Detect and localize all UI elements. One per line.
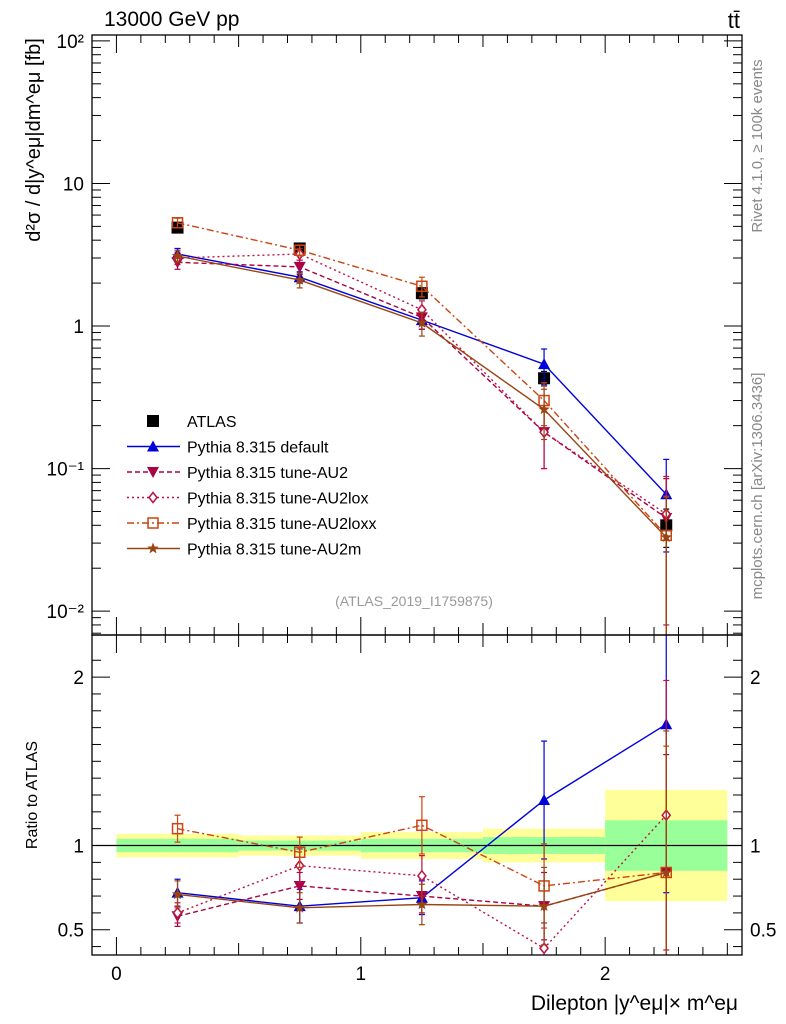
ratio-point-au2 bbox=[293, 880, 306, 892]
legend-entry-data: ATLAS bbox=[147, 414, 237, 431]
point-default bbox=[538, 358, 551, 370]
series-au2lox bbox=[172, 247, 672, 626]
point-au2m bbox=[294, 274, 306, 285]
ratio-point-au2loxx bbox=[171, 822, 184, 835]
legend-label-au2lox: Pythia 8.315 tune-AU2lox bbox=[187, 491, 368, 508]
legend-entry-au2m: Pythia 8.315 tune-AU2m bbox=[127, 542, 361, 559]
ratio-series-au2m bbox=[171, 730, 672, 955]
main-series-group bbox=[171, 217, 673, 635]
main-y-tick-label: 1 bbox=[73, 317, 84, 338]
point-au2m bbox=[660, 531, 672, 543]
ratio-y-axis-label: Ratio to ATLAS bbox=[24, 741, 41, 849]
legend-marker-au2loxx bbox=[147, 517, 159, 529]
main-y-tick-label: 10 bbox=[63, 174, 84, 195]
ratio-point-au2m bbox=[171, 888, 184, 900]
legend-entry-default: Pythia 8.315 default bbox=[127, 440, 329, 457]
ratio-series-group bbox=[92, 635, 742, 955]
ratio-y-tick-label-right: 2 bbox=[750, 668, 761, 689]
legend-marker-au2m bbox=[147, 542, 159, 554]
analysis-tag: (ATLAS_2019_I1759875) bbox=[335, 593, 493, 609]
ratio-line-au2loxx bbox=[177, 824, 667, 887]
series-au2m bbox=[171, 249, 672, 635]
legend-label-default: Pythia 8.315 default bbox=[187, 440, 329, 457]
main-y-tick-label: 10⁻¹ bbox=[47, 460, 85, 481]
ratio-point-au2loxx bbox=[293, 846, 306, 859]
legend-entry-au2lox: Pythia 8.315 tune-AU2lox bbox=[127, 491, 368, 508]
ratio-point-au2lox bbox=[416, 869, 427, 883]
main-y-axis-label: d²σ / d|y^eμ|dm^eμ [fb] bbox=[23, 38, 45, 242]
series-line-au2 bbox=[177, 261, 667, 519]
x-tick-label: 1 bbox=[356, 964, 367, 985]
legend-label-au2loxx: Pythia 8.315 tune-AU2loxx bbox=[187, 516, 376, 533]
point-au2 bbox=[293, 261, 306, 273]
point-au2m bbox=[416, 317, 428, 328]
legend-marker-au2lox bbox=[148, 491, 158, 504]
legend-label-au2m: Pythia 8.315 tune-AU2m bbox=[187, 542, 361, 559]
point-au2m bbox=[538, 403, 550, 415]
legend-marker-data bbox=[147, 415, 159, 427]
x-axis-label: Dilepton |y^eμ|× m^eμ bbox=[531, 992, 738, 1015]
process-label: tt̄ bbox=[728, 8, 740, 33]
series-line-au2loxx bbox=[177, 222, 667, 536]
ratio-plot bbox=[92, 635, 742, 955]
ratio-point-au2loxx bbox=[416, 819, 428, 832]
point-au2loxx bbox=[293, 244, 306, 256]
ratio-y-tick-label-right: 1 bbox=[750, 837, 761, 858]
ratio-line-au2lox bbox=[177, 814, 667, 950]
legend: ATLAS Pythia 8.315 default Pythia 8.315 tu… bbox=[127, 414, 376, 559]
ratio-y-tick-label-right: 0.5 bbox=[750, 921, 776, 942]
ratio-y-tick-label: 1 bbox=[73, 837, 84, 858]
point-au2loxx bbox=[416, 280, 428, 293]
ratio-point-au2lox bbox=[172, 906, 183, 920]
ratio-point-au2m bbox=[538, 900, 550, 911]
main-y-tick-label: 10⁻² bbox=[47, 602, 85, 623]
mcplots-label: mcplots.cern.ch [arXiv:1306.3436] bbox=[749, 373, 766, 600]
plot-frames: 10⁻² 10⁻¹ 1 10 10² 0 1 2 0.5 0.5 1 1 2 2 bbox=[47, 32, 777, 985]
x-tick-label: 2 bbox=[600, 964, 611, 985]
ratio-point-au2m bbox=[416, 898, 428, 910]
legend-marker-default bbox=[147, 440, 159, 452]
ratio-y-tick-label: 0.5 bbox=[58, 921, 84, 942]
ratio-point-default bbox=[538, 794, 551, 806]
legend-label-data: ATLAS bbox=[187, 414, 237, 431]
ratio-y-tick-label: 2 bbox=[73, 668, 84, 689]
main-y-tick-label: 10² bbox=[57, 32, 84, 53]
legend-marker-au2 bbox=[147, 467, 159, 478]
ratio-point-au2m bbox=[294, 901, 306, 913]
point-au2m bbox=[171, 250, 184, 261]
point-au2loxx bbox=[171, 217, 184, 229]
legend-entry-au2loxx: Pythia 8.315 tune-AU2loxx bbox=[127, 516, 376, 533]
energy-label: 13000 GeV pp bbox=[104, 8, 239, 31]
rivet-label: Rivet 4.1.0, ≥ 100k events bbox=[749, 59, 766, 232]
ratio-point-au2m bbox=[660, 866, 672, 878]
main-plot bbox=[171, 217, 673, 635]
legend-entry-au2: Pythia 8.315 tune-AU2 bbox=[127, 465, 348, 482]
ratio-point-au2lox bbox=[539, 942, 550, 955]
x-tick-label: 0 bbox=[111, 964, 122, 985]
legend-label-au2: Pythia 8.315 tune-AU2 bbox=[187, 465, 348, 482]
